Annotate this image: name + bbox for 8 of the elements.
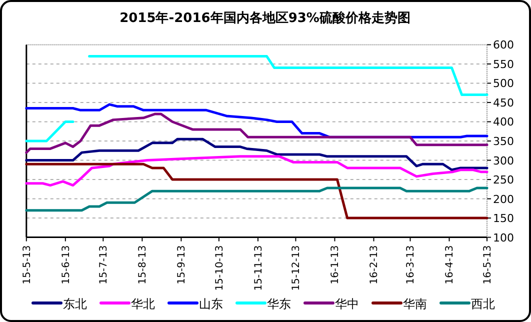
legend-label: 华中 bbox=[335, 297, 359, 311]
title: 2015年-2016年国内各地区93%硫酸价格走势图 bbox=[120, 11, 410, 26]
legend-label: 华东 bbox=[267, 297, 291, 311]
legend-label: 山东 bbox=[199, 297, 223, 311]
legend-label: 西北 bbox=[471, 297, 495, 311]
legend-label: 东北 bbox=[63, 297, 87, 311]
legend-label: 华北 bbox=[131, 297, 155, 311]
legend-label: 华南 bbox=[403, 297, 427, 311]
